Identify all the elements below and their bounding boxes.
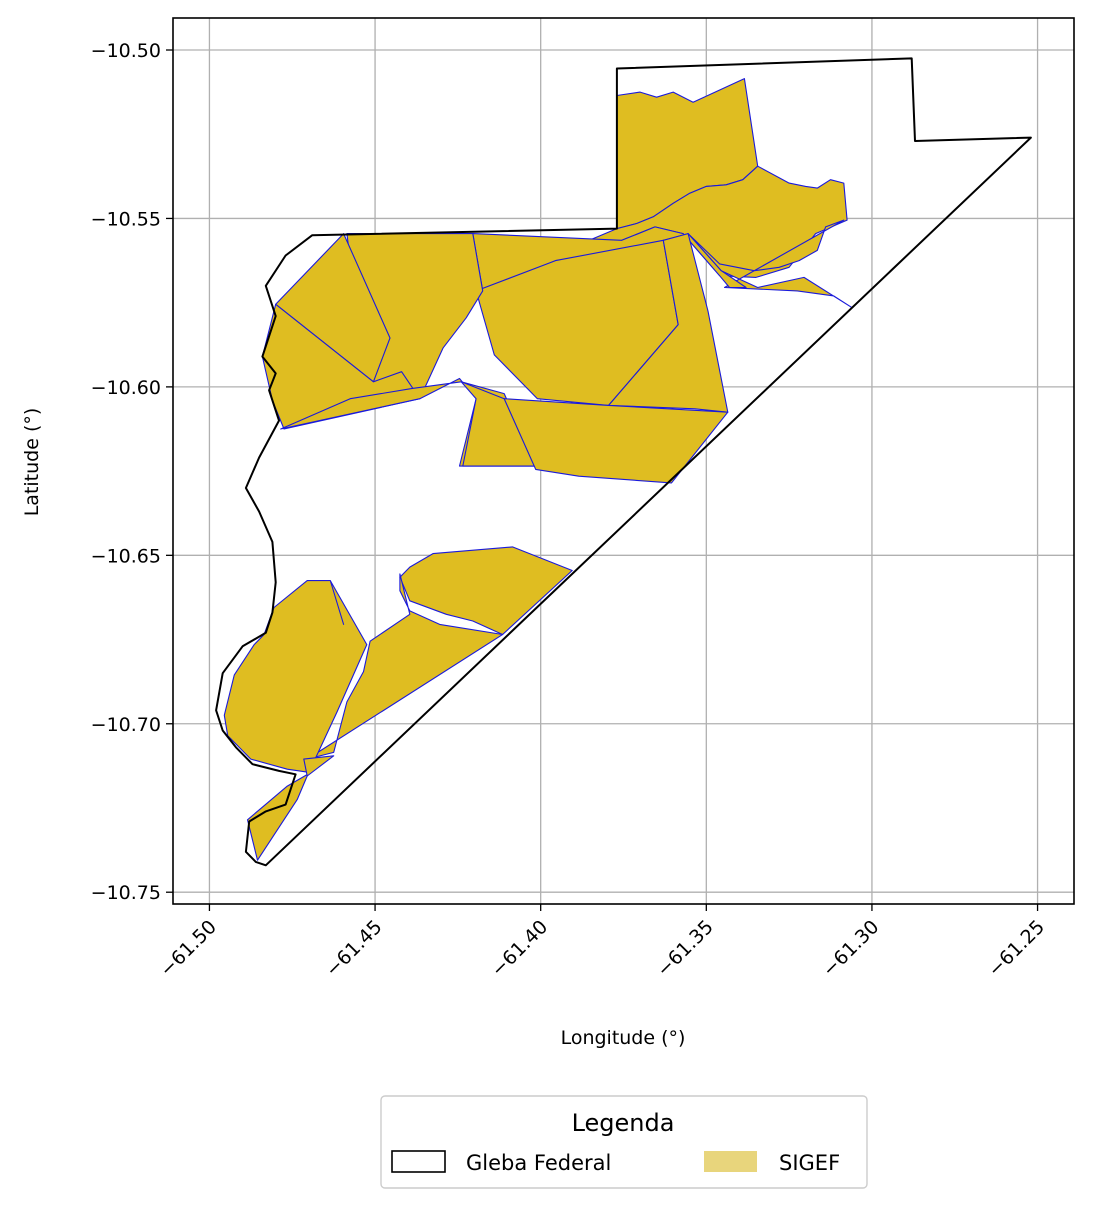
sigef-parcel-5 <box>608 233 729 413</box>
legend-sigef-swatch <box>704 1151 757 1172</box>
x-tick-label-3: −61.35 <box>653 916 718 981</box>
sigef-parcel-10 <box>460 381 537 467</box>
legend-gleba-swatch <box>391 1150 446 1173</box>
y-tick-label-4: −10.70 <box>91 714 161 736</box>
legend-title: Legenda <box>572 1109 675 1137</box>
y-axis-title: Latitude (°) <box>21 408 43 517</box>
legend: Legenda Gleba Federal SIGEF <box>380 1095 868 1189</box>
legend-sigef-label: SIGEF <box>779 1151 840 1175</box>
sigef-parcel-15 <box>303 755 335 777</box>
y-tick-label-5: −10.75 <box>91 882 161 904</box>
y-tick-label-1: −10.55 <box>91 208 161 230</box>
x-tick-label-1: −61.45 <box>321 916 386 981</box>
x-axis-title: Longitude (°) <box>561 1027 686 1049</box>
gleba-federal-outline <box>215 57 1032 867</box>
x-tick-label-2: −61.40 <box>487 916 552 981</box>
x-axis-ticks: −61.50 −61.45 −61.40 −61.35 −61.30 −61.25 <box>156 904 1049 981</box>
y-tick-label-3: −10.65 <box>91 545 161 567</box>
x-tick-label-5: −61.25 <box>984 916 1049 981</box>
gleba-federal-boundary <box>215 57 1032 867</box>
y-axis-ticks: −10.50 −10.55 −10.60 −10.65 −10.70 −10.75 <box>91 40 173 904</box>
sigef-parcel-13 <box>306 573 504 760</box>
sigef-parcel-12 <box>399 546 573 636</box>
legend-gleba-label: Gleba Federal <box>466 1151 611 1175</box>
plot-area <box>172 17 1075 905</box>
sigef-parcels <box>223 78 853 861</box>
plot-frame <box>172 17 1075 905</box>
y-tick-label-2: −10.60 <box>91 377 161 399</box>
sigef-parcel-11 <box>503 398 729 484</box>
y-tick-label-0: −10.50 <box>91 40 161 62</box>
x-tick-label-4: −61.30 <box>818 916 883 981</box>
x-tick-label-0: −61.50 <box>156 916 221 981</box>
